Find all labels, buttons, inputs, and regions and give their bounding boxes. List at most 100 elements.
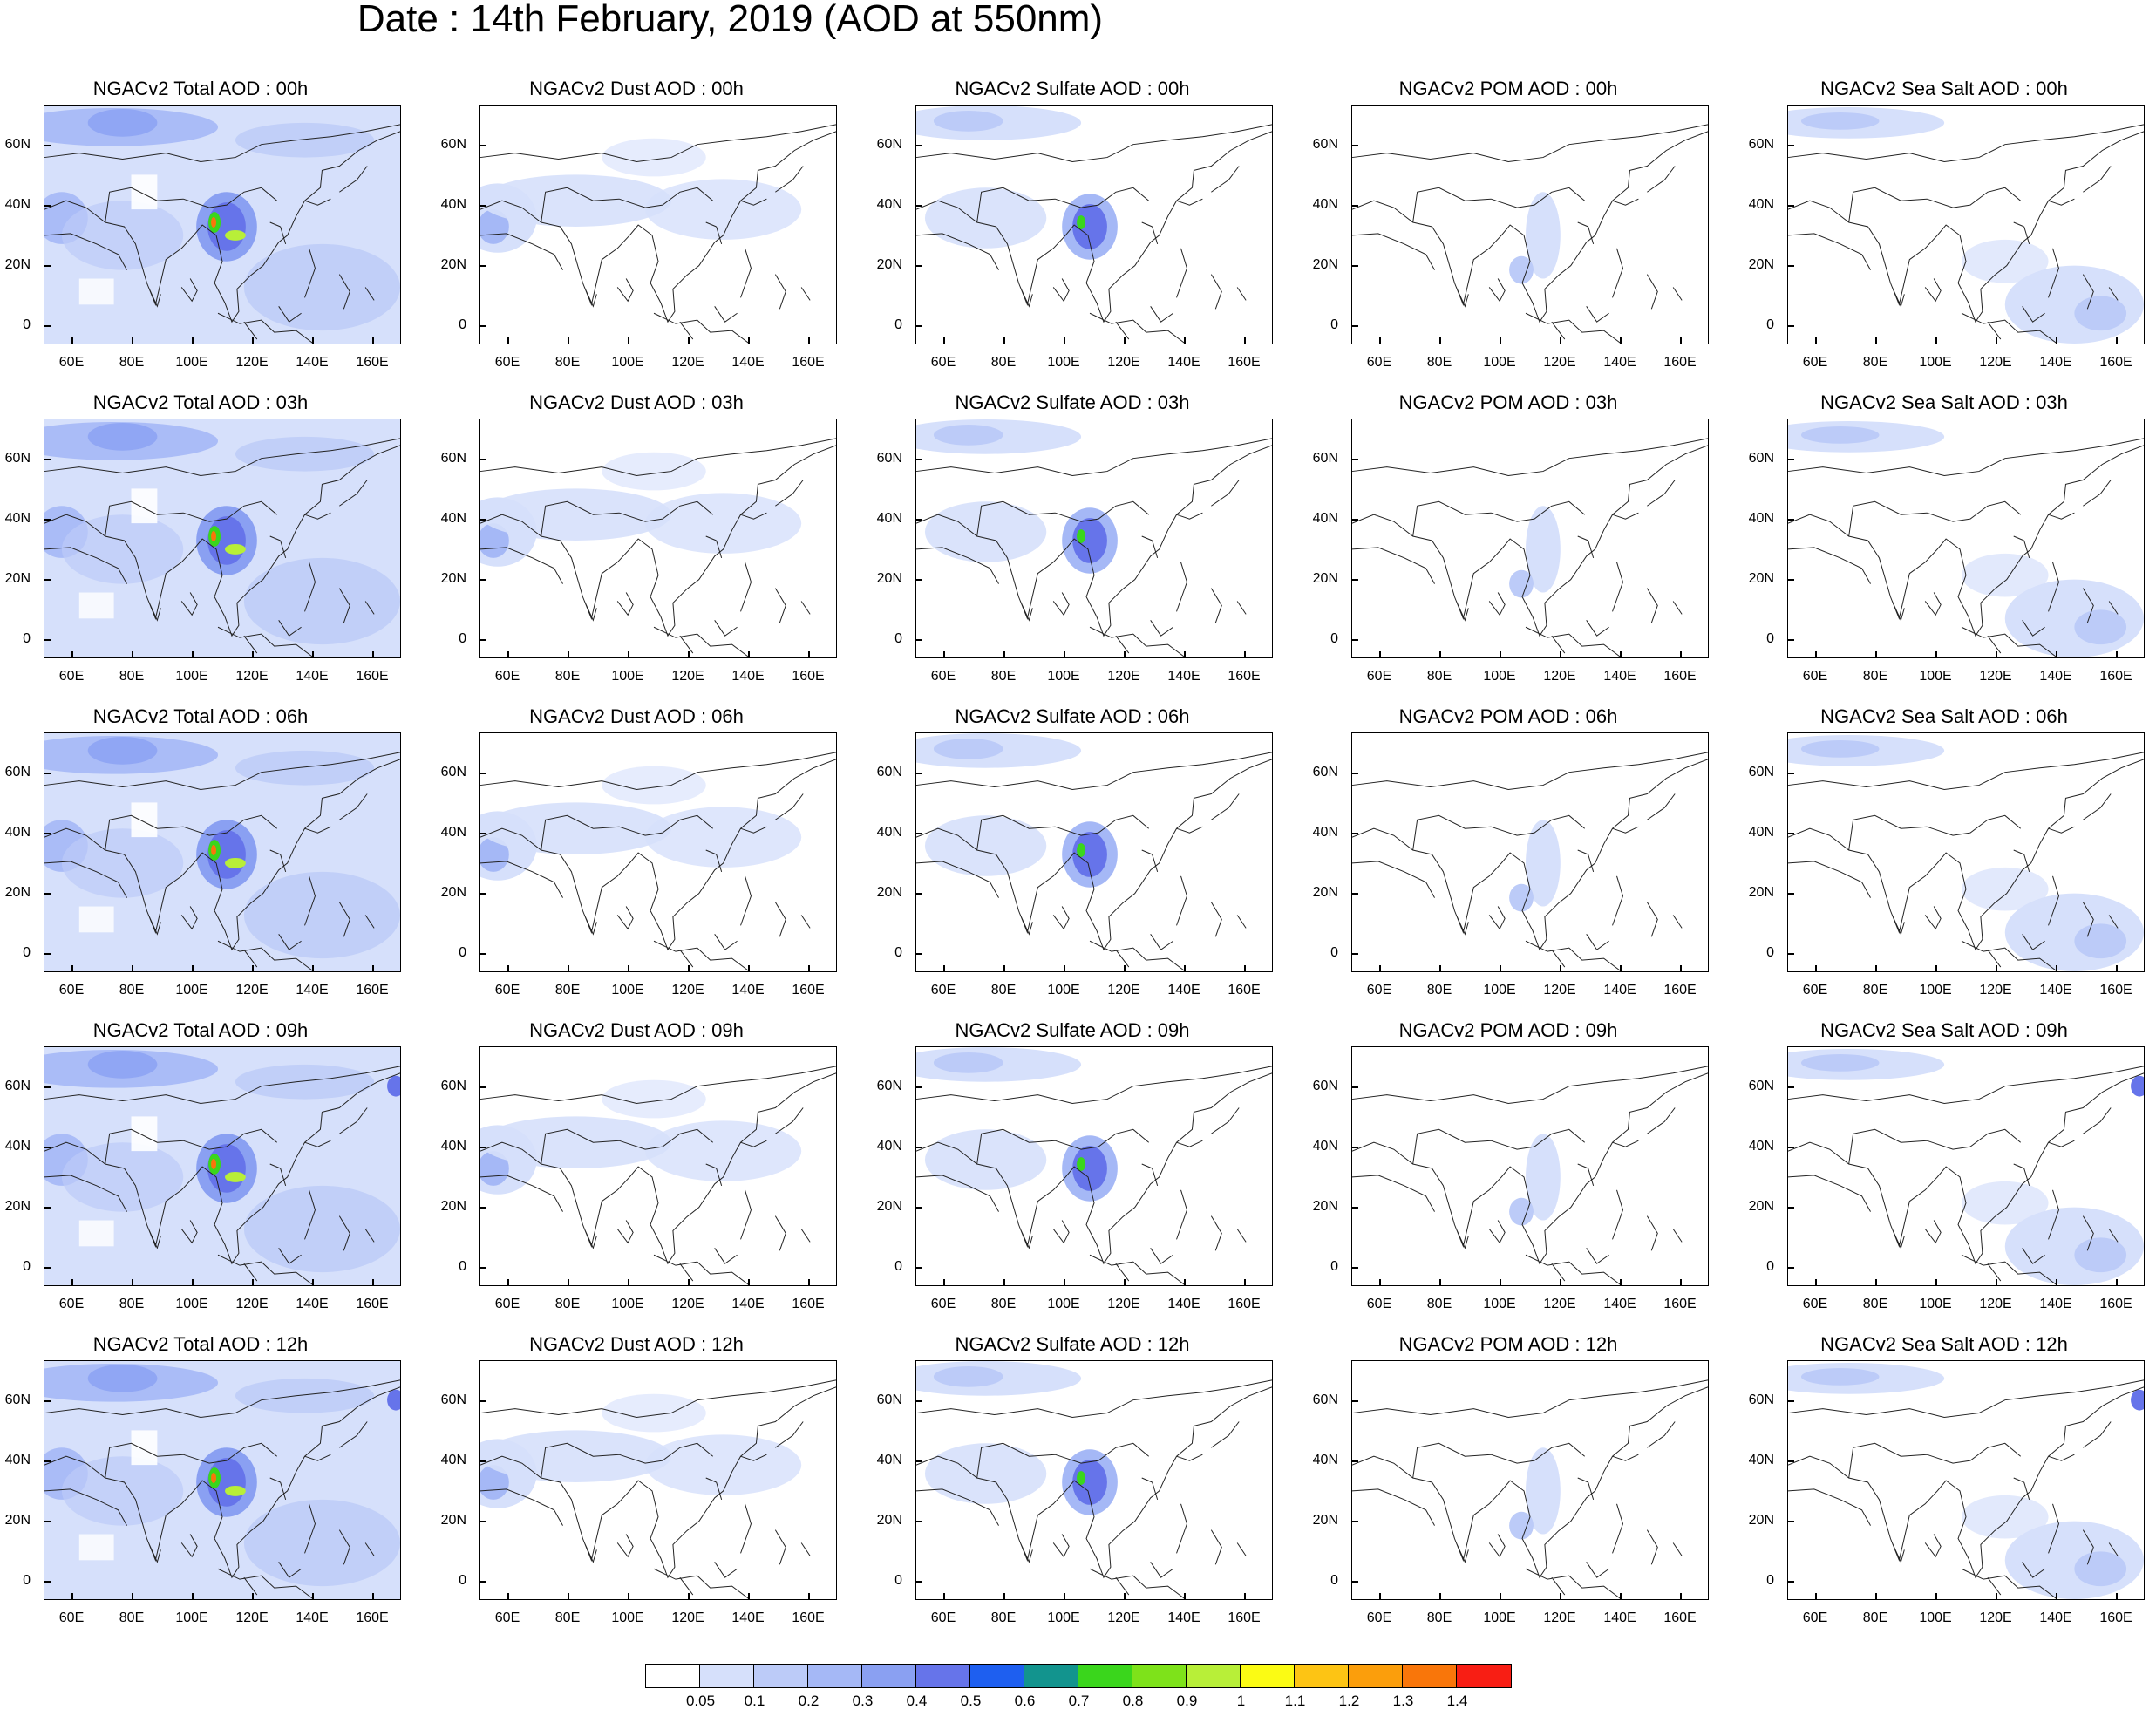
y-axis-tick (915, 1147, 922, 1148)
coastline (916, 124, 1272, 344)
y-axis-label: 60N (4, 765, 31, 780)
y-axis-tick (1787, 145, 1794, 146)
x-axis-tick (1244, 1279, 1246, 1286)
y-axis-label: 20N (1312, 571, 1338, 586)
y-axis-label: 40N (4, 825, 31, 840)
x-axis-label: 60E (494, 355, 520, 370)
x-axis-label: 140E (731, 1610, 765, 1625)
map-plot-area (1787, 419, 2145, 658)
y-axis-tick (479, 1521, 486, 1522)
y-axis-label: 0 (23, 631, 31, 646)
y-axis-tick (479, 773, 486, 774)
x-axis-label: 120E (1979, 1297, 2012, 1311)
x-axis-label: 160E (1663, 1610, 1697, 1625)
y-axis-tick (44, 145, 51, 146)
coastline (1352, 438, 1708, 657)
x-axis-label: 140E (1603, 1610, 1636, 1625)
x-axis-label: 160E (356, 355, 389, 370)
x-axis-label: 60E (930, 1610, 956, 1625)
y-axis-label: 20N (4, 1513, 31, 1528)
y-axis-tick (479, 1086, 486, 1088)
y-axis-tick (915, 265, 922, 267)
panel-title: NGACv2 Sea Salt AOD : 12h (1820, 1333, 2068, 1355)
x-axis-label: 80E (990, 669, 1017, 684)
x-axis-label: 140E (1603, 1297, 1636, 1311)
colorbar-swatch (1132, 1665, 1187, 1687)
map-panel: NGACv2 Sea Salt AOD : 00h 60N 40N 20N 0 60E 80… (1744, 78, 2156, 392)
x-axis-tick (943, 1279, 945, 1286)
map-panel: NGACv2 POM AOD : 06h 60N 40N 20N 0 60E 80E 100E… (1308, 706, 1744, 1020)
x-axis-label: 60E (58, 355, 85, 370)
x-axis-tick (507, 651, 509, 658)
x-axis-tick (628, 1593, 629, 1600)
y-axis-tick (1787, 459, 1794, 460)
colorbar-swatch (1295, 1665, 1349, 1687)
aod-field (1788, 420, 2144, 657)
coastline (480, 124, 836, 344)
x-axis-tick (132, 965, 133, 972)
x-axis-label: 80E (119, 669, 145, 684)
x-axis-tick (2116, 1279, 2118, 1286)
x-axis-tick (1680, 651, 1682, 658)
y-axis-label: 20N (876, 257, 902, 272)
y-axis-label: 20N (876, 571, 902, 586)
y-axis-label: 20N (1312, 1513, 1338, 1528)
x-axis-tick (568, 1279, 569, 1286)
x-axis-label: 80E (1862, 1610, 1888, 1625)
x-axis-label: 80E (554, 669, 581, 684)
x-axis-tick (1875, 1279, 1877, 1286)
x-axis-label: 140E (731, 1297, 765, 1311)
x-axis-label: 60E (930, 669, 956, 684)
coastline (44, 1379, 400, 1599)
x-axis-label: 160E (2099, 355, 2132, 370)
y-axis-tick (44, 1400, 51, 1402)
map-plot-area (1351, 105, 1709, 344)
x-axis-tick (1996, 1593, 1997, 1600)
x-axis-tick (1064, 965, 1065, 972)
y-axis-tick (1351, 145, 1358, 146)
y-axis-label: 60N (440, 1392, 466, 1407)
x-axis-tick (1815, 1593, 1817, 1600)
x-axis-label: 100E (611, 1610, 644, 1625)
y-axis-tick (915, 325, 922, 327)
y-axis-label: 40N (1312, 511, 1338, 526)
x-axis-tick (808, 965, 810, 972)
x-axis-tick (1439, 337, 1441, 344)
map-plot-area (479, 1046, 837, 1286)
y-axis-label: 20N (876, 1199, 902, 1214)
y-axis-label: 20N (1748, 1199, 1774, 1214)
y-axis-tick (1787, 1086, 1794, 1088)
aod-field (916, 1047, 1272, 1285)
x-axis-tick (192, 651, 194, 658)
y-axis-label: 0 (1330, 631, 1338, 646)
colorbar-tick-label: 0.8 (1122, 1692, 1144, 1709)
x-axis-tick (1184, 651, 1186, 658)
coastline (916, 438, 1272, 657)
x-axis-label: 80E (1426, 355, 1452, 370)
aod-field (480, 124, 836, 344)
x-axis-label: 160E (1228, 669, 1261, 684)
y-axis-tick (44, 953, 51, 955)
colorbar-tick-label: 0.5 (960, 1692, 982, 1709)
y-axis-tick (915, 893, 922, 895)
x-axis-label: 120E (235, 1297, 269, 1311)
aod-field (44, 106, 400, 344)
x-axis-tick (1500, 651, 1501, 658)
y-axis-label: 60N (1748, 137, 1774, 152)
y-axis-label: 40N (440, 511, 466, 526)
y-axis-tick (1787, 1400, 1794, 1402)
x-axis-label: 60E (494, 983, 520, 997)
x-axis-tick (192, 1279, 194, 1286)
y-axis-tick (1787, 1147, 1794, 1148)
colorbar-tick-label: 0.1 (744, 1692, 765, 1709)
x-axis-tick (1064, 651, 1065, 658)
x-axis-tick (628, 651, 629, 658)
panel-title: NGACv2 Dust AOD : 03h (529, 392, 744, 413)
panel-title: NGACv2 Total AOD : 06h (92, 705, 309, 727)
y-axis-tick (915, 953, 922, 955)
coastline (1788, 1379, 2144, 1599)
x-axis-tick (252, 965, 254, 972)
coastline (480, 1379, 836, 1599)
x-axis-label: 60E (1366, 983, 1392, 997)
y-axis-tick (915, 1086, 922, 1088)
